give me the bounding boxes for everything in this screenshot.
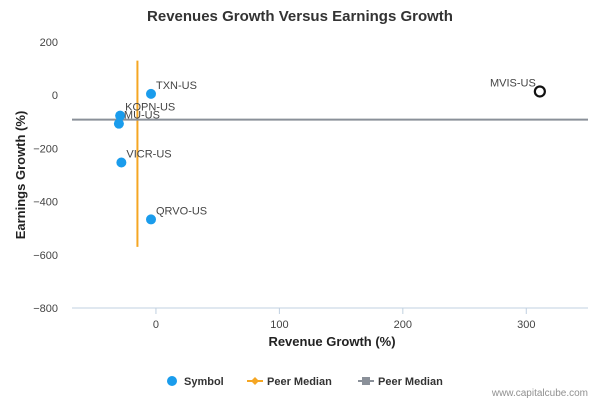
point-mu-us[interactable] (113, 118, 124, 129)
x-axis-ticks: 0 100 200 300 (153, 308, 535, 331)
point-label: MVIS-US (490, 77, 536, 89)
y-tick-label: 0 (52, 90, 58, 102)
point-label: KOPN-US (125, 102, 175, 114)
legend-label: Peer Median (378, 376, 443, 388)
legend-symbol-icon (167, 376, 177, 386)
y-tick-label: −600 (33, 250, 58, 262)
legend-label: Peer Median (267, 376, 332, 388)
point-mvis-us[interactable] (533, 85, 546, 98)
point-label: MU-US (124, 110, 160, 122)
y-axis-ticks: 200 0 −200 −400 −600 −800 (33, 37, 58, 315)
legend: Symbol Peer Median Peer Median (167, 376, 443, 388)
legend-label: Symbol (184, 376, 224, 388)
point-label: VICR-US (126, 148, 171, 160)
x-tick-label: 0 (153, 319, 159, 331)
point-kopn-us[interactable] (115, 110, 126, 121)
point-qrvo-us[interactable] (146, 214, 157, 225)
legend-diamond-icon (251, 377, 259, 385)
legend-item[interactable]: Peer Median (358, 376, 443, 388)
peer-median-lines (72, 60, 588, 247)
y-axis-title: Earnings Growth (%) (13, 111, 28, 240)
legend-square-icon (362, 377, 370, 385)
legend-item[interactable]: Symbol (167, 376, 224, 388)
x-tick-label: 300 (517, 319, 535, 331)
y-tick-label: 200 (40, 37, 58, 49)
credit-text: www.capitalcube.com (491, 388, 588, 399)
x-tick-label: 200 (394, 319, 412, 331)
point-txn-us[interactable] (146, 88, 157, 99)
point-label: TXN-US (156, 80, 197, 92)
y-tick-label: −800 (33, 303, 58, 315)
legend-item[interactable]: Peer Median (247, 376, 332, 388)
y-tick-label: −400 (33, 197, 58, 209)
x-tick-label: 100 (270, 319, 288, 331)
point-label: QRVO-US (156, 205, 207, 217)
point-vicr-us[interactable] (116, 157, 127, 168)
chart-title: Revenues Growth Versus Earnings Growth (147, 8, 453, 25)
x-axis-title: Revenue Growth (%) (268, 334, 395, 349)
y-tick-label: −200 (33, 143, 58, 155)
